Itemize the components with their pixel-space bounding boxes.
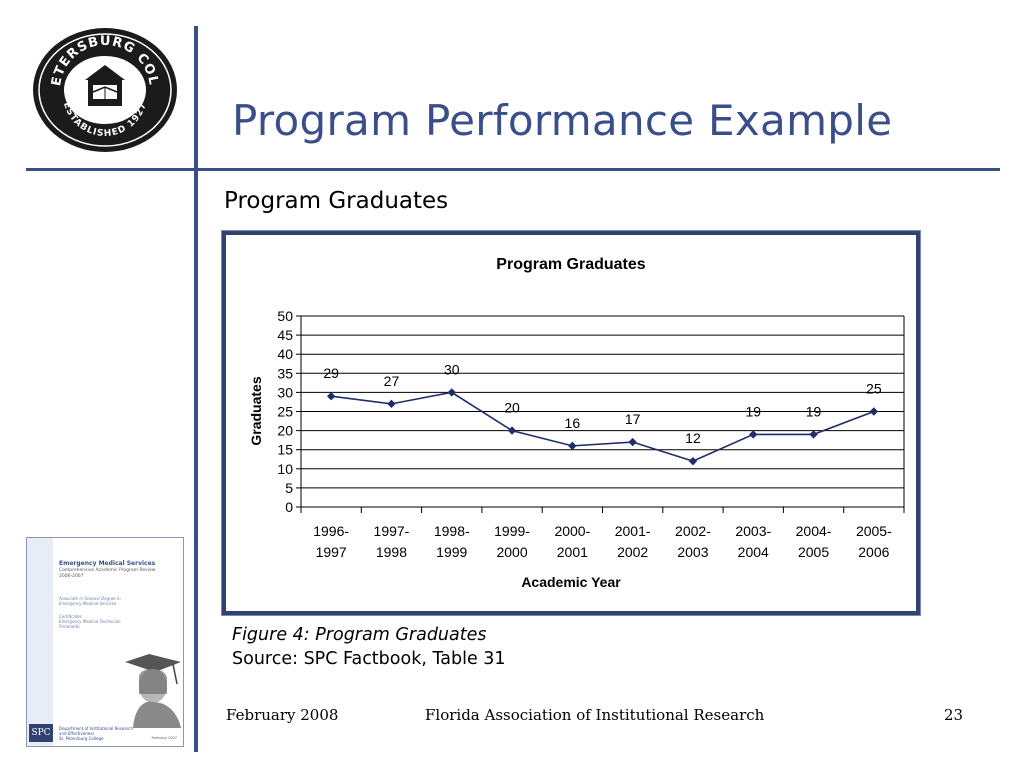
cover-cert-3: Paramedic	[59, 624, 81, 629]
x-tick-label-6-1: 2003	[677, 544, 708, 560]
data-label-6: 12	[685, 430, 701, 446]
cover-cert-2: Emergency Medical Technician	[59, 619, 121, 624]
footer-date: February 2008	[226, 706, 339, 724]
data-point-1	[387, 399, 396, 409]
cover-subtitle: Comprehensive Academic Program Review 20…	[59, 568, 179, 580]
report-cover-thumbnail: Emergency Medical Services Comprehensive…	[26, 537, 184, 747]
x-tick-label-7-1: 2004	[738, 544, 769, 560]
data-point-3	[507, 426, 517, 435]
data-point-2	[447, 388, 456, 397]
cover-department: Department of Institutional Research and…	[59, 726, 139, 741]
spc-badge: SPC	[29, 724, 53, 742]
data-label-8: 19	[806, 403, 822, 419]
college-seal-logo: ST. PETERSBURG COLLEGE ESTABLISHED 1927	[30, 25, 177, 152]
x-axis-ticks: 1996- 1997 1997- 1998 1998- 1999 1999- 2000 2000…	[300, 507, 905, 560]
data-point-6	[688, 456, 698, 466]
cover-dept-1: Department of Institutional Research	[59, 726, 134, 731]
x-tick-label-1-1: 1998	[376, 544, 407, 560]
data-label-1: 27	[384, 373, 400, 389]
line-chart: Program Graduates 0 5 10 15 20 25 30 35 40 45 50 1…	[248, 256, 905, 590]
data-label-0: 29	[323, 365, 339, 381]
y-tick-label-35: 35	[277, 365, 293, 381]
data-label-4: 16	[565, 415, 581, 431]
data-point-5	[628, 437, 637, 447]
figure-caption: Figure 4: Program Graduates Source: SPC …	[232, 623, 506, 671]
data-label-7: 19	[745, 403, 761, 419]
chart-frame: Program Graduates 0 5 10 15 20 25 30 35 40 45 50 1…	[221, 230, 921, 616]
x-tick-label-8-0: 2004-	[796, 523, 832, 539]
x-tick-label-8-1: 2005	[798, 544, 829, 560]
chart-title: Program Graduates	[496, 256, 645, 273]
data-label-3: 20	[504, 400, 520, 416]
y-tick-label-10: 10	[277, 461, 293, 477]
y-tick-label-5: 5	[285, 480, 293, 496]
x-tick-label-4-1: 2001	[557, 544, 588, 560]
data-point-8	[809, 430, 818, 439]
slide-subtitle: Program Graduates	[224, 188, 449, 214]
cover-degree-2: Emergency Medical Services	[59, 601, 117, 606]
footer-page-number: 23	[944, 706, 964, 724]
x-tick-label-4-0: 2000-	[554, 523, 590, 539]
y-tick-label-20: 20	[277, 423, 293, 439]
cover-degree: Associate in Science Degree in Emergency…	[59, 596, 169, 606]
data-point-4	[568, 441, 577, 451]
x-tick-label-5-1: 2002	[617, 544, 648, 560]
data-point-0	[326, 392, 336, 401]
footer-organization: Florida Association of Institutional Res…	[425, 706, 765, 724]
cover-certificates: Certificates Emergency Medical Technicia…	[59, 614, 169, 629]
cover-degree-1: Associate in Science Degree in	[59, 596, 121, 601]
slide-title: Program Performance Example	[232, 96, 893, 145]
cover-subtitle-2: 2006-2007	[59, 574, 84, 579]
cover-cert-1: Certificates	[59, 614, 82, 619]
y-axis-label: Graduates	[248, 376, 264, 445]
y-tick-label-30: 30	[277, 384, 293, 400]
y-tick-label-15: 15	[277, 442, 293, 458]
x-tick-label-6-0: 2002-	[675, 523, 711, 539]
data-point-7	[749, 430, 758, 439]
x-tick-label-5-0: 2001-	[615, 523, 651, 539]
x-tick-label-9-0: 2005-	[856, 523, 892, 539]
cover-dept-2: and Effectiveness	[59, 731, 95, 736]
x-tick-label-3-1: 2000	[496, 544, 527, 560]
data-label-5: 17	[625, 411, 641, 427]
x-tick-label-2-0: 1998-	[434, 523, 470, 539]
series-line	[331, 391, 875, 463]
x-tick-label-0-0: 1996-	[313, 523, 349, 539]
x-tick-label-7-0: 2003-	[735, 523, 771, 539]
cover-subtitle-1: Comprehensive Academic Program Review	[59, 568, 156, 573]
graduate-photo	[111, 650, 183, 728]
data-point-9	[869, 407, 879, 416]
y-tick-label-0: 0	[285, 499, 293, 515]
cover-dept-3: St. Petersburg College	[59, 736, 104, 741]
x-tick-label-2-1: 1999	[436, 544, 467, 560]
x-tick-label-9-1: 2006	[858, 544, 889, 560]
data-label-2: 30	[444, 361, 460, 377]
caption-figure: Figure 4: Program Graduates	[232, 625, 487, 645]
vertical-divider	[194, 26, 198, 752]
data-label-9: 25	[866, 381, 882, 397]
y-tick-label-45: 45	[277, 327, 293, 343]
y-tick-label-40: 40	[277, 346, 293, 362]
x-tick-label-1-0: 1997-	[374, 523, 410, 539]
x-tick-label-0-1: 1997	[316, 544, 347, 560]
y-tick-label-25: 25	[277, 404, 293, 420]
series-graduates: 29 27 30 20 16 17 12 19 19 25	[323, 361, 882, 466]
caption-source: Source: SPC Factbook, Table 31	[232, 649, 506, 669]
x-tick-label-3-0: 1999-	[494, 523, 530, 539]
x-axis-label: Academic Year	[521, 574, 621, 590]
horizontal-divider	[26, 168, 1000, 171]
cover-title: Emergency Medical Services	[59, 560, 156, 567]
y-axis-ticks: 0 5 10 15 20 25 30 35 40 45 50	[277, 308, 301, 515]
cover-band	[27, 538, 53, 746]
cover-date: February 2007	[151, 736, 177, 740]
y-tick-label-50: 50	[277, 308, 293, 324]
